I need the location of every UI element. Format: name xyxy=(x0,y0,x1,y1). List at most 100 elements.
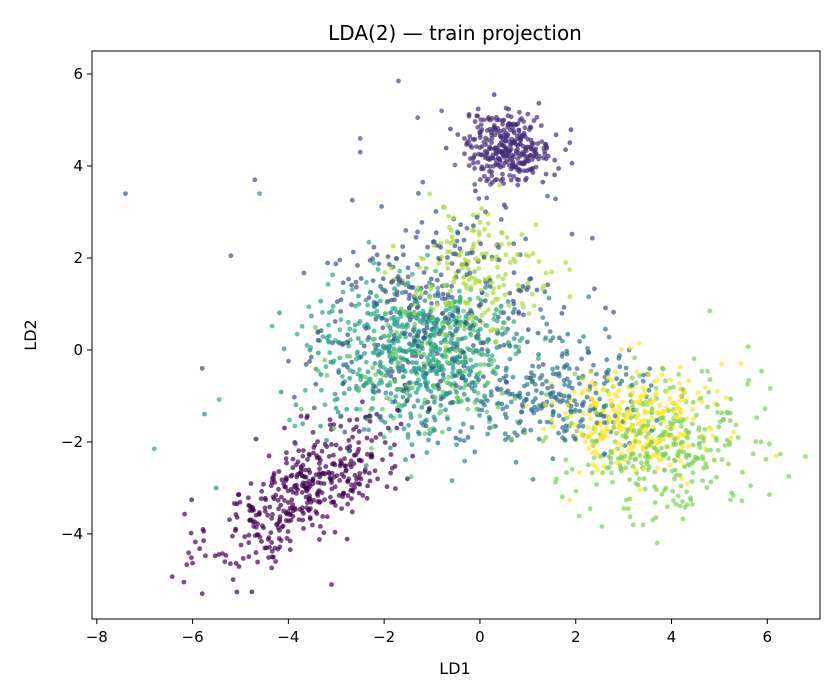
scatter-point xyxy=(678,483,684,489)
scatter-point xyxy=(623,365,629,371)
scatter-point xyxy=(485,348,491,354)
scatter-point xyxy=(491,92,497,98)
scatter-point xyxy=(453,383,459,388)
scatter-point xyxy=(607,417,612,423)
scatter-point xyxy=(708,447,714,453)
scatter-point xyxy=(431,399,437,405)
scatter-point xyxy=(324,372,330,378)
scatter-point xyxy=(361,343,367,349)
scatter-point xyxy=(487,126,493,132)
scatter-point xyxy=(392,318,397,324)
scatter-point xyxy=(465,406,471,412)
scatter-point xyxy=(672,436,678,442)
scatter-point xyxy=(576,423,582,429)
scatter-point xyxy=(461,385,467,390)
scatter-point xyxy=(444,359,450,365)
scatter-point xyxy=(389,465,395,471)
scatter-point xyxy=(421,270,427,275)
scatter-point xyxy=(406,314,412,319)
scatter-point xyxy=(490,369,496,375)
scatter-point xyxy=(404,357,409,363)
scatter-point xyxy=(371,383,376,389)
scatter-point xyxy=(401,388,407,394)
scatter-point xyxy=(715,447,721,453)
scatter-point xyxy=(356,440,362,445)
scatter-point xyxy=(680,499,685,504)
scatter-point xyxy=(381,334,387,339)
scatter-point xyxy=(519,402,525,408)
scatter-point xyxy=(368,454,374,460)
scatter-point xyxy=(678,449,683,455)
scatter-point xyxy=(354,476,359,482)
scatter-point xyxy=(500,406,506,412)
scatter-point xyxy=(680,516,686,522)
scatter-point xyxy=(556,430,561,436)
scatter-point xyxy=(686,378,692,383)
scatter-point xyxy=(561,304,567,310)
scatter-point xyxy=(484,178,489,184)
scatter-point xyxy=(440,204,446,210)
scatter-point xyxy=(472,119,478,124)
scatter-point xyxy=(492,312,498,317)
scatter-point xyxy=(437,346,443,352)
scatter-point xyxy=(405,397,411,402)
scatter-point xyxy=(569,420,574,426)
scatter-point xyxy=(690,460,695,466)
scatter-point xyxy=(354,424,359,430)
scatter-point xyxy=(339,506,344,511)
scatter-point xyxy=(450,362,456,368)
scatter-point xyxy=(499,390,505,396)
x-tick-label: −6 xyxy=(182,628,204,646)
scatter-point xyxy=(455,336,461,342)
scatter-point xyxy=(435,290,441,295)
scatter-point xyxy=(400,374,406,380)
scatter-point xyxy=(587,383,593,389)
scatter-point xyxy=(561,378,567,383)
scatter-point xyxy=(340,289,346,295)
scatter-point xyxy=(521,312,526,318)
scatter-point xyxy=(387,262,392,267)
scatter-point xyxy=(466,258,471,264)
scatter-point xyxy=(316,488,322,493)
scatter-point xyxy=(511,319,517,324)
scatter-point xyxy=(589,442,595,448)
scatter-point xyxy=(593,464,599,470)
scatter-point xyxy=(495,125,501,131)
scatter-point xyxy=(250,519,256,525)
scatter-point xyxy=(531,373,537,378)
scatter-point xyxy=(630,463,636,469)
scatter-point xyxy=(567,366,572,371)
scatter-point xyxy=(632,355,637,361)
scatter-point xyxy=(472,269,478,274)
scatter-point xyxy=(378,413,383,419)
scatter-point xyxy=(612,413,618,419)
scatter-point xyxy=(468,274,474,280)
scatter-point xyxy=(572,407,578,413)
scatter-point xyxy=(461,281,467,286)
scatter-point xyxy=(337,478,342,483)
scatter-point xyxy=(253,436,259,442)
scatter-point xyxy=(477,279,482,285)
scatter-point xyxy=(467,134,473,139)
scatter-point xyxy=(428,389,434,394)
scatter-point xyxy=(448,288,453,294)
scatter-point xyxy=(464,286,470,291)
scatter-point xyxy=(519,409,524,415)
scatter-point xyxy=(578,419,584,425)
scatter-point xyxy=(413,234,419,240)
scatter-point xyxy=(721,416,727,422)
scatter-point xyxy=(427,406,432,412)
scatter-point xyxy=(330,304,336,309)
scatter-point xyxy=(375,267,381,272)
scatter-point xyxy=(617,463,623,469)
scatter-point xyxy=(519,232,525,238)
scatter-point xyxy=(473,322,479,327)
scatter-point xyxy=(665,504,670,510)
scatter-point xyxy=(377,362,383,368)
scatter-point xyxy=(216,552,222,557)
scatter-point xyxy=(660,415,666,420)
scatter-point xyxy=(690,406,696,412)
scatter-point xyxy=(517,109,522,115)
scatter-point xyxy=(491,124,497,130)
scatter-point xyxy=(547,329,553,334)
